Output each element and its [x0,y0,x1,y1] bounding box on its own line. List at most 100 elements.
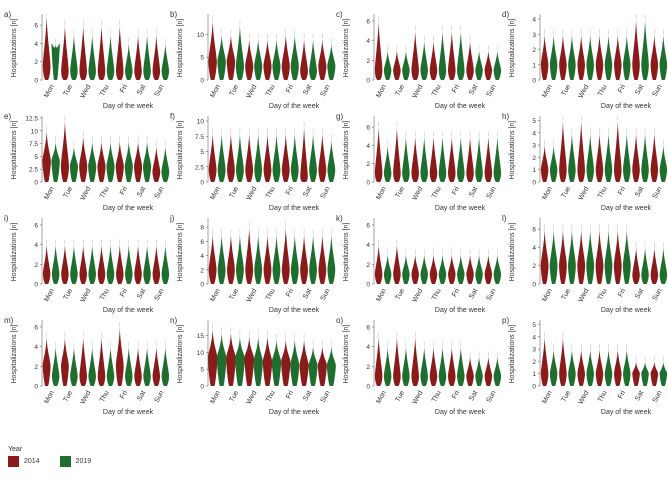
legend-item-2014: 2014 [8,456,40,467]
violin-n-fri-2014 [281,338,291,386]
y-tick-label-n-1: 5 [200,367,204,374]
y-tick-label-d-1: 1 [532,62,536,69]
x-tick-label-k-3: Thu [431,288,443,302]
violin-n-mon-2019 [216,332,227,386]
violin-l-wed-2019 [586,229,595,284]
violin-e-tue-2019 [69,146,78,182]
x-axis-label-p: Day of the week [601,409,652,416]
x-tick-label-n-5: Sat [302,390,313,403]
violin-h-sun-2019 [659,145,668,182]
x-tick-label-o-2: Wed [412,390,425,406]
y-tick-label-g-0: 0 [366,180,370,187]
x-tick-label-l-2: Wed [578,288,591,304]
panel-e: e)Hospitalizations [n] Day of the week 0 2.… [4,112,170,212]
panel-label-n: n) [170,316,177,325]
x-axis-label-h: Day of the week [601,205,652,212]
violin-h-sun-2014 [650,132,659,182]
y-axis-label-l: Hospitalizations [n] [509,223,516,282]
y-axis-label-m: Hospitalizations [n] [11,325,18,384]
x-tick-label-k-1: Tue [394,288,406,302]
legend-item-2019: 2019 [59,456,91,467]
violin-i-fri-2019 [125,244,133,284]
x-tick-label-b-6: Sun [320,84,332,98]
x-tick-label-l-3: Thu [597,288,609,302]
violin-k-mon-2019 [383,254,392,284]
violin-h-wed-2019 [586,132,594,182]
y-tick-label-i-0: 0 [34,282,38,289]
violin-n-sat-2014 [299,338,309,386]
violin-b-sat-2014 [300,38,308,80]
violin-e-fri-2019 [124,141,133,182]
y-tick-label-o-1: 2 [366,364,370,371]
violin-d-tue-2014 [559,34,567,80]
panel-label-a: a) [4,10,11,19]
x-axis-label-l: Day of the week [601,307,652,314]
y-tick-label-k-3: 6 [366,222,370,229]
violin-o-mon-2019 [383,346,392,386]
violin-a-mon-2019 [51,43,60,80]
x-tick-label-d-1: Tue [560,84,572,98]
violin-f-mon-2014 [208,133,217,182]
y-tick-label-e-3: 7.5 [29,141,38,148]
violin-l-wed-2014 [577,229,586,284]
y-tick-label-g-3: 6 [366,125,370,132]
violin-k-fri-2014 [448,254,456,284]
x-tick-label-n-6: Sun [320,390,332,404]
violin-p-mon-2019 [549,349,558,386]
violin-b-sun-2014 [318,38,327,80]
violin-d-thu-2019 [604,34,613,80]
x-tick-label-n-2: Wed [246,390,259,406]
violin-c-fri-2014 [448,30,456,80]
violin-j-thu-2014 [263,234,272,284]
y-tick-label-c-2: 4 [366,38,370,45]
x-axis-label-i: Day of the week [103,307,154,314]
violin-c-sat-2014 [466,40,474,80]
violin-d-sat-2019 [641,19,649,80]
violin-i-mon-2014 [42,244,51,284]
violin-m-fri-2019 [125,346,133,386]
violin-j-mon-2014 [208,234,217,284]
x-tick-label-b-5: Sat [302,84,313,97]
x-tick-label-j-5: Sat [302,288,313,301]
violin-c-mon-2014 [374,20,383,80]
violin-m-mon-2019 [51,346,60,386]
violin-o-thu-2019 [438,346,447,386]
violin-i-tue-2019 [70,244,78,284]
violin-p-sun-2014 [650,361,659,386]
violin-d-mon-2019 [549,34,558,80]
x-tick-label-a-1: Tue [62,84,74,98]
x-tick-label-o-6: Sun [486,390,498,404]
violin-k-sun-2014 [484,254,493,284]
panel-b: b)Hospitalizations [n] Day of the week 0 5 1… [170,10,336,110]
violin-e-wed-2019 [88,141,97,182]
panel-label-e: e) [4,112,11,121]
x-tick-label-e-0: Mon [43,186,56,201]
y-tick-label-c-3: 6 [366,18,370,25]
y-tick-label-p-0: 0 [532,384,536,391]
x-tick-label-b-3: Thu [265,84,277,98]
violin-o-sat-2019 [475,356,483,386]
violin-a-thu-2019 [106,34,115,80]
x-tick-label-m-1: Tue [62,390,74,404]
y-tick-label-p-3: 3 [532,347,536,354]
y-axis-label-g: Hospitalizations [n] [343,121,350,180]
violin-h-wed-2014 [577,120,585,182]
violin-h-thu-2019 [604,132,613,182]
violin-c-tue-2019 [402,50,410,80]
violin-p-tue-2019 [568,349,576,386]
x-tick-label-f-1: Tue [228,186,240,200]
violin-h-fri-2019 [623,132,631,182]
panel-p: p)Hospitalizations [n] Day of the week 0 1 2… [502,316,668,416]
violin-g-tue-2019 [402,136,410,182]
violin-k-wed-2019 [420,254,428,284]
x-tick-label-c-4: Fri [451,83,461,94]
violin-f-tue-2014 [227,133,235,182]
violin-f-sun-2014 [318,133,327,182]
y-tick-label-h-5: 5 [532,118,536,125]
panel-label-i: i) [4,214,9,223]
violin-p-sun-2019 [659,361,668,386]
x-tick-label-i-6: Sun [154,288,166,302]
x-tick-label-n-4: Fri [285,389,295,400]
x-axis-label-k: Day of the week [435,307,486,314]
y-tick-label-l-0: 0 [532,282,536,289]
